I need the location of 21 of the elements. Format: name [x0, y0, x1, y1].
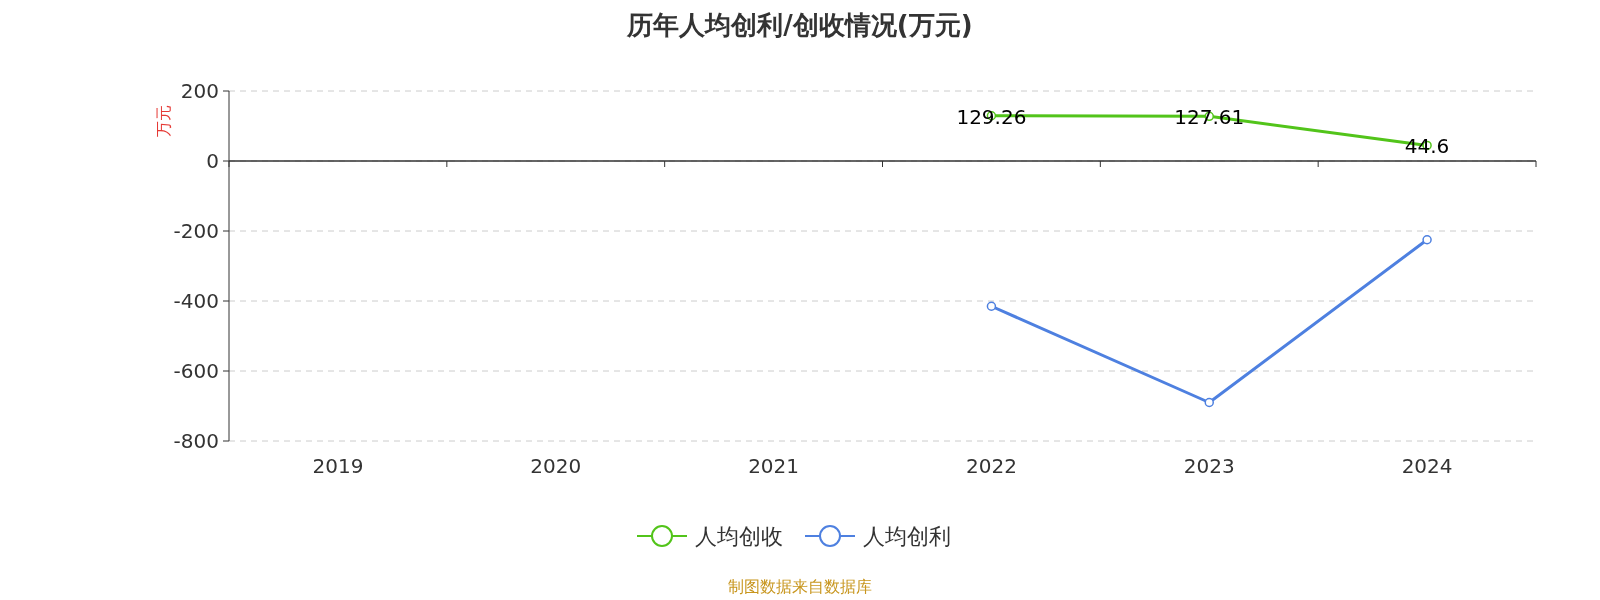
data-label: 129.26: [956, 104, 1027, 129]
x-tick-label: 2020: [530, 454, 582, 478]
point: [1422, 235, 1432, 245]
x-tick-label: 2022: [965, 454, 1017, 478]
x-tick-label: 2021: [748, 454, 800, 478]
text: 制图数据来自数据库: [728, 577, 872, 596]
y-tick-label: 0: [206, 149, 219, 173]
x-tick-label: 2024: [1401, 454, 1453, 478]
y-axis-title: 万元: [154, 105, 173, 137]
legend-label: 人均创利: [863, 524, 951, 549]
y-tick-label: -400: [173, 289, 219, 313]
point: [986, 301, 997, 311]
legend-label: 人均创收: [695, 524, 783, 549]
chart-title: 历年人均创利/创收情况(万元): [626, 10, 973, 40]
x-tick-label: 2019: [312, 454, 364, 478]
y-tick-label: -800: [173, 429, 219, 453]
x-tick-label: 2023: [1183, 454, 1235, 478]
y-tick-label: 200: [180, 79, 219, 103]
point: [1204, 397, 1214, 408]
y-tick-label: -200: [173, 219, 219, 243]
y-tick-label: -600: [173, 359, 219, 383]
